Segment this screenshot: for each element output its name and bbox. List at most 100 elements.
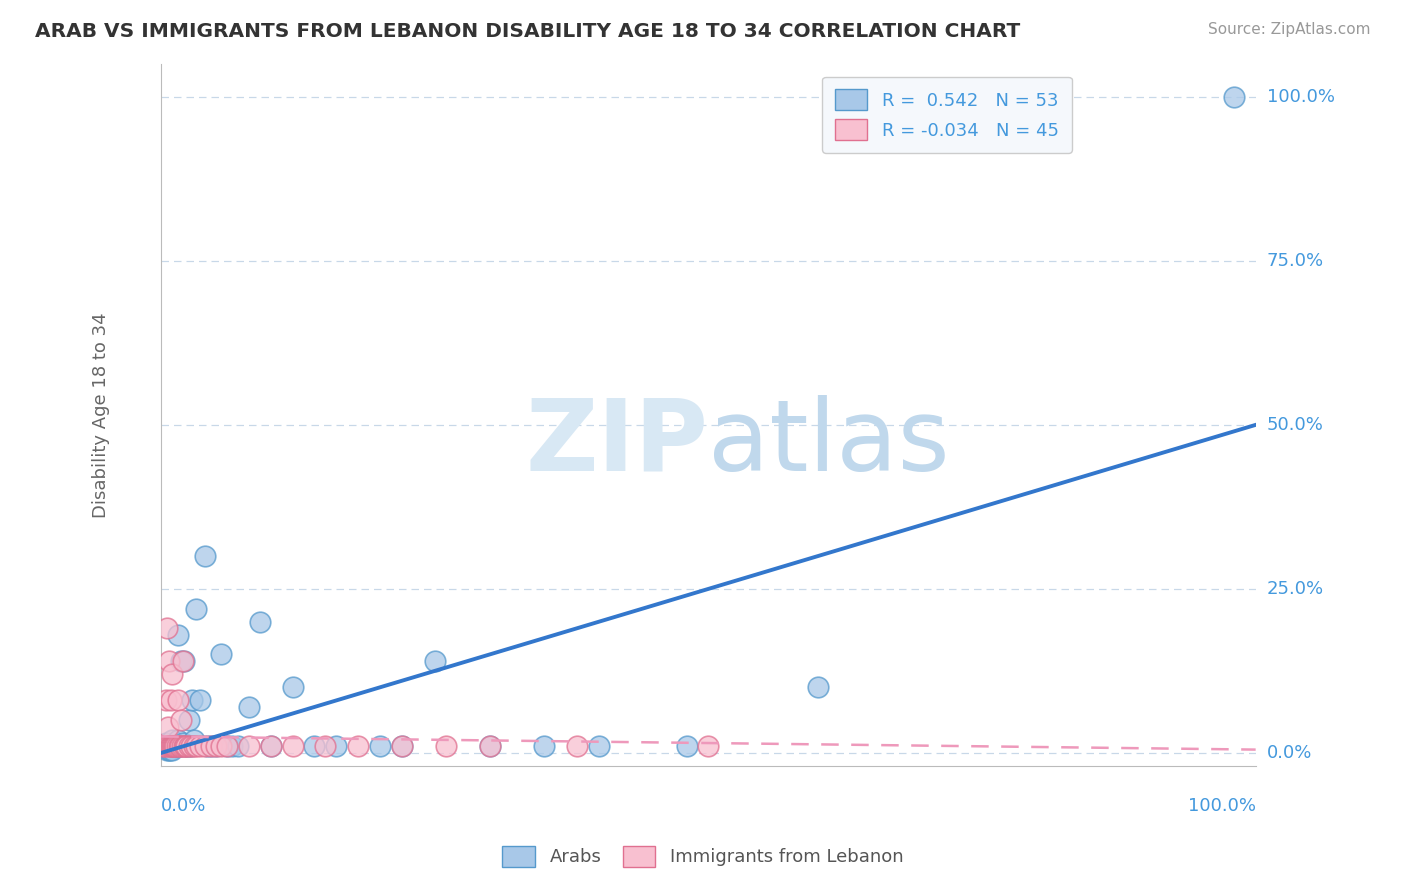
Point	[160, 693, 183, 707]
Point	[176, 739, 198, 754]
Point	[675, 739, 697, 754]
Point	[194, 549, 217, 563]
Point	[226, 739, 249, 754]
Point	[170, 654, 193, 668]
Point	[166, 693, 188, 707]
Point	[160, 732, 183, 747]
Point	[180, 739, 202, 754]
Point	[159, 739, 181, 754]
Point	[478, 739, 501, 754]
Point	[391, 739, 413, 754]
Point	[304, 739, 326, 754]
Point	[173, 739, 195, 754]
Point	[281, 739, 304, 754]
Point	[173, 654, 195, 668]
Point	[157, 742, 180, 756]
Point	[167, 739, 190, 754]
Point	[423, 654, 446, 668]
Point	[153, 739, 176, 754]
Point	[157, 654, 180, 668]
Point	[156, 742, 179, 756]
Point	[160, 742, 183, 756]
Text: Disability Age 18 to 34: Disability Age 18 to 34	[91, 312, 110, 518]
Text: 25.0%: 25.0%	[1267, 580, 1324, 598]
Point	[160, 739, 183, 754]
Point	[260, 739, 283, 754]
Point	[167, 739, 190, 754]
Point	[163, 739, 186, 754]
Text: 100.0%: 100.0%	[1267, 87, 1334, 106]
Point	[180, 739, 202, 754]
Point	[183, 732, 205, 747]
Point	[215, 739, 238, 754]
Point	[188, 693, 211, 707]
Point	[156, 621, 179, 635]
Point	[391, 739, 413, 754]
Point	[205, 739, 228, 754]
Legend: Arabs, Immigrants from Lebanon: Arabs, Immigrants from Lebanon	[495, 838, 911, 874]
Point	[211, 739, 233, 754]
Point	[281, 680, 304, 694]
Point	[186, 601, 208, 615]
Point	[156, 720, 179, 734]
Point	[165, 739, 187, 754]
Point	[347, 739, 370, 754]
Point	[186, 739, 208, 754]
Point	[166, 739, 188, 754]
Point	[368, 739, 391, 754]
Legend: R =  0.542   N = 53, R = -0.034   N = 45: R = 0.542 N = 53, R = -0.034 N = 45	[823, 77, 1071, 153]
Point	[533, 739, 555, 754]
Point	[183, 739, 205, 754]
Point	[166, 739, 188, 754]
Point	[221, 739, 243, 754]
Point	[200, 739, 222, 754]
Point	[697, 739, 720, 754]
Text: Source: ZipAtlas.com: Source: ZipAtlas.com	[1208, 22, 1371, 37]
Point	[170, 713, 193, 727]
Point	[215, 739, 238, 754]
Point	[314, 739, 336, 754]
Point	[211, 648, 233, 662]
Point	[159, 742, 181, 756]
Point	[162, 739, 184, 754]
Point	[174, 739, 197, 754]
Point	[152, 739, 174, 754]
Point	[169, 739, 191, 754]
Point	[177, 739, 200, 754]
Point	[160, 739, 183, 754]
Point	[174, 739, 197, 754]
Point	[238, 739, 260, 754]
Point	[172, 654, 194, 668]
Point	[157, 739, 180, 754]
Point	[159, 739, 181, 754]
Point	[177, 713, 200, 727]
Point	[170, 739, 193, 754]
Text: 0.0%: 0.0%	[1267, 744, 1312, 762]
Point	[169, 739, 191, 754]
Point	[565, 739, 588, 754]
Point	[205, 739, 228, 754]
Point	[260, 739, 283, 754]
Text: atlas: atlas	[709, 394, 950, 491]
Point	[155, 736, 177, 750]
Point	[238, 700, 260, 714]
Point	[325, 739, 347, 754]
Point	[588, 739, 610, 754]
Text: 75.0%: 75.0%	[1267, 252, 1324, 270]
Point	[478, 739, 501, 754]
Point	[162, 739, 184, 754]
Point	[156, 739, 179, 754]
Text: ARAB VS IMMIGRANTS FROM LEBANON DISABILITY AGE 18 TO 34 CORRELATION CHART: ARAB VS IMMIGRANTS FROM LEBANON DISABILI…	[35, 22, 1021, 41]
Point	[153, 739, 176, 754]
Point	[172, 736, 194, 750]
Point	[188, 739, 211, 754]
Point	[160, 739, 183, 754]
Point	[176, 739, 198, 754]
Text: 50.0%: 50.0%	[1267, 416, 1323, 434]
Point	[194, 739, 217, 754]
Text: 100.0%: 100.0%	[1188, 797, 1256, 814]
Point	[249, 615, 271, 629]
Point	[200, 739, 222, 754]
Point	[1222, 90, 1244, 104]
Point	[180, 693, 202, 707]
